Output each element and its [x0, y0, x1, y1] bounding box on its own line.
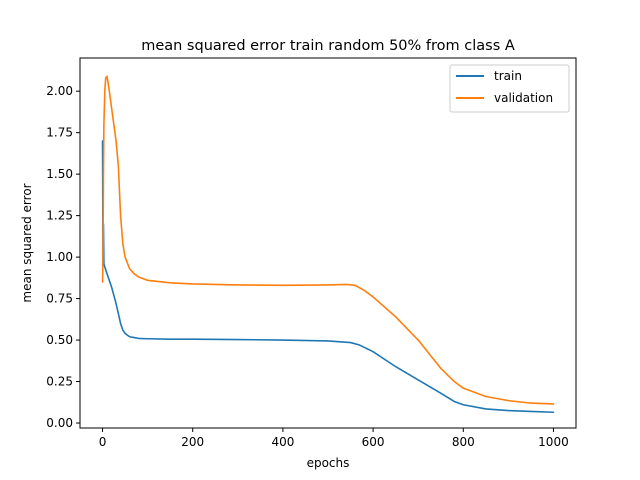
chart-title: mean squared error train random 50% from… [141, 38, 515, 54]
y-tick-label: 0.75 [46, 292, 73, 306]
y-tick-label: 1.25 [46, 209, 73, 223]
x-tick-label: 600 [362, 435, 385, 449]
y-tick-label: 1.00 [46, 250, 73, 264]
y-tick-label: 0.00 [46, 416, 73, 430]
y-tick-label: 0.25 [46, 375, 73, 389]
x-tick-label: 1000 [538, 435, 569, 449]
series-line-train [101, 140, 555, 414]
x-tick-label: 800 [452, 435, 475, 449]
series-line-validation [101, 75, 555, 405]
x-tick-label: 0 [99, 435, 107, 449]
x-axis-label: epochs [307, 456, 350, 470]
x-axis-ticks: 0 200 400 600 800 1000 [99, 428, 569, 449]
legend-label-validation: validation [494, 91, 553, 105]
x-tick-label: 200 [181, 435, 204, 449]
y-tick-label: 1.50 [46, 167, 73, 181]
y-tick-label: 2.00 [46, 84, 73, 98]
plot-area-frame [79, 57, 577, 429]
y-tick-label: 1.75 [46, 126, 73, 140]
y-axis-label: mean squared error [20, 183, 34, 302]
legend: train validation [449, 64, 570, 113]
y-axis-ticks: 0.00 0.25 0.50 0.75 1.00 1.25 1.50 1.75 2.00 [46, 84, 80, 430]
x-tick-label: 400 [271, 435, 294, 449]
y-tick-label: 0.50 [46, 333, 73, 347]
plot-lines [101, 75, 555, 414]
legend-label-train: train [494, 69, 522, 83]
